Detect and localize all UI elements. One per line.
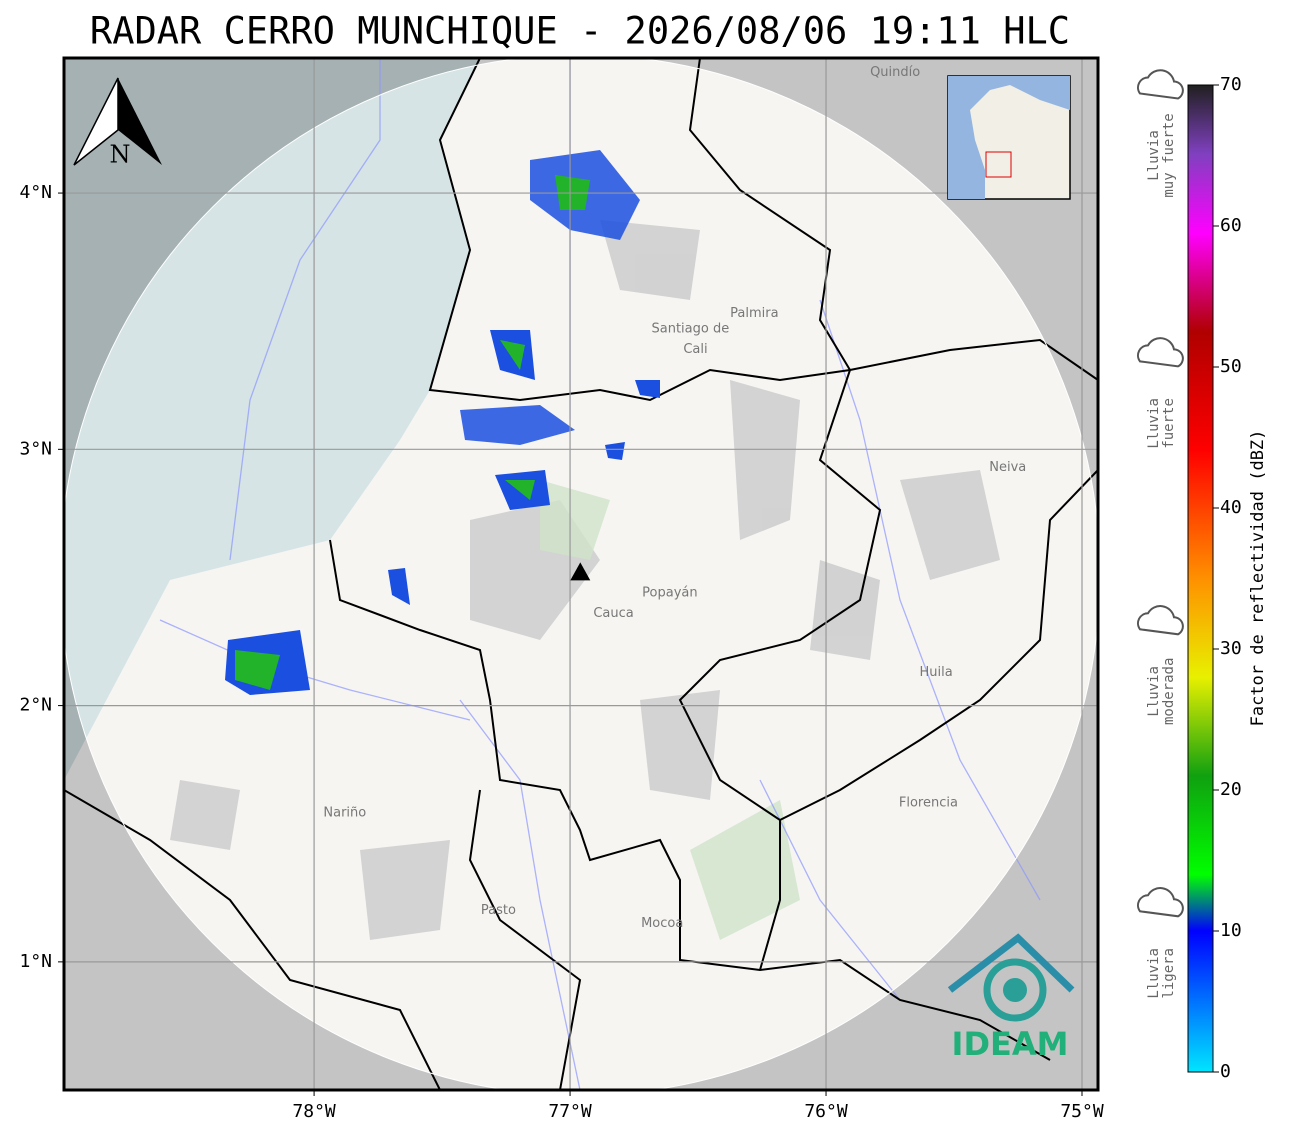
cloud-icon (1137, 337, 1184, 368)
legend-label: Lluvia (1146, 398, 1162, 449)
place-label: Quindío (870, 65, 920, 80)
legend-label: Lluvia (1146, 130, 1162, 181)
lat-tick-label: 2°N (19, 695, 52, 716)
cloud-icon (1137, 69, 1184, 100)
title: RADAR CERRO MUNCHIQUE - 2026/08/06 19:11… (90, 10, 1070, 53)
place-label: Mocoa (641, 916, 683, 931)
lat-tick-label: 3°N (19, 438, 52, 459)
lon-tick-label: 78°W (292, 1101, 336, 1122)
colorbar-label: Factor de reflectividad (dBZ) (1248, 430, 1268, 727)
radar-site (570, 562, 591, 581)
radar-echoes (225, 150, 660, 695)
cloud-icon (1137, 887, 1184, 918)
north-label: N (110, 141, 131, 169)
lon-tick-label: 75°W (1060, 1101, 1104, 1122)
place-label: Neiva (989, 460, 1026, 475)
colorbar-tick-label: 70 (1220, 74, 1242, 95)
cloud-icon (1137, 605, 1184, 636)
legend-label: Lluvia (1146, 666, 1162, 717)
colorbar-tick-label: 30 (1220, 638, 1242, 659)
legend-item: Lluvia ligera (1137, 887, 1184, 999)
logo-text: IDEAM (952, 1025, 1069, 1063)
legend-item: Lluvia moderada (1137, 605, 1184, 725)
map: Santiago de Cali Palmira Popayán Cauca Huila N… (64, 58, 1098, 1090)
colorbar-tick-label: 20 (1220, 779, 1242, 800)
colorbar-tick-label: 60 (1220, 215, 1242, 236)
place-label: Nariño (323, 806, 366, 821)
place-label: Cali (683, 342, 707, 357)
lon-tick-label: 77°W (548, 1101, 592, 1122)
place-label: Popayán (642, 585, 697, 600)
ideam-logo: IDEAM (947, 933, 1075, 1063)
colorbar-tick-label: 10 (1220, 920, 1242, 941)
colorbar-tick-label: 0 (1220, 1061, 1231, 1082)
legend-label: moderada (1161, 658, 1177, 725)
legend-label: Lluvia (1146, 948, 1162, 999)
place-label: Santiago de (651, 321, 729, 336)
map-frame (62, 56, 1100, 1092)
lon-tick-label: 76°W (804, 1101, 848, 1122)
place-label: Palmira (730, 306, 778, 321)
place-label: Pasto (481, 903, 516, 918)
colorbar-tick-label: 50 (1220, 356, 1242, 377)
lat-tick-label: 4°N (19, 182, 52, 203)
colorbar (1187, 84, 1214, 1073)
place-label: Huila (919, 665, 952, 680)
legend-label: ligera (1161, 948, 1177, 999)
place-label: Cauca (593, 606, 633, 621)
inset-map (947, 75, 1071, 200)
legend-item: Lluvia fuerte (1137, 337, 1184, 449)
legend-label: fuerte (1161, 398, 1177, 449)
lat-tick-label: 1°N (19, 951, 52, 972)
legend-label: muy fuerte (1161, 113, 1177, 197)
legend-item: Lluvia muy fuerte (1137, 69, 1184, 198)
north-arrow: N (73, 77, 162, 169)
colorbar-tick-label: 40 (1220, 497, 1242, 518)
place-label: Florencia (899, 795, 958, 810)
